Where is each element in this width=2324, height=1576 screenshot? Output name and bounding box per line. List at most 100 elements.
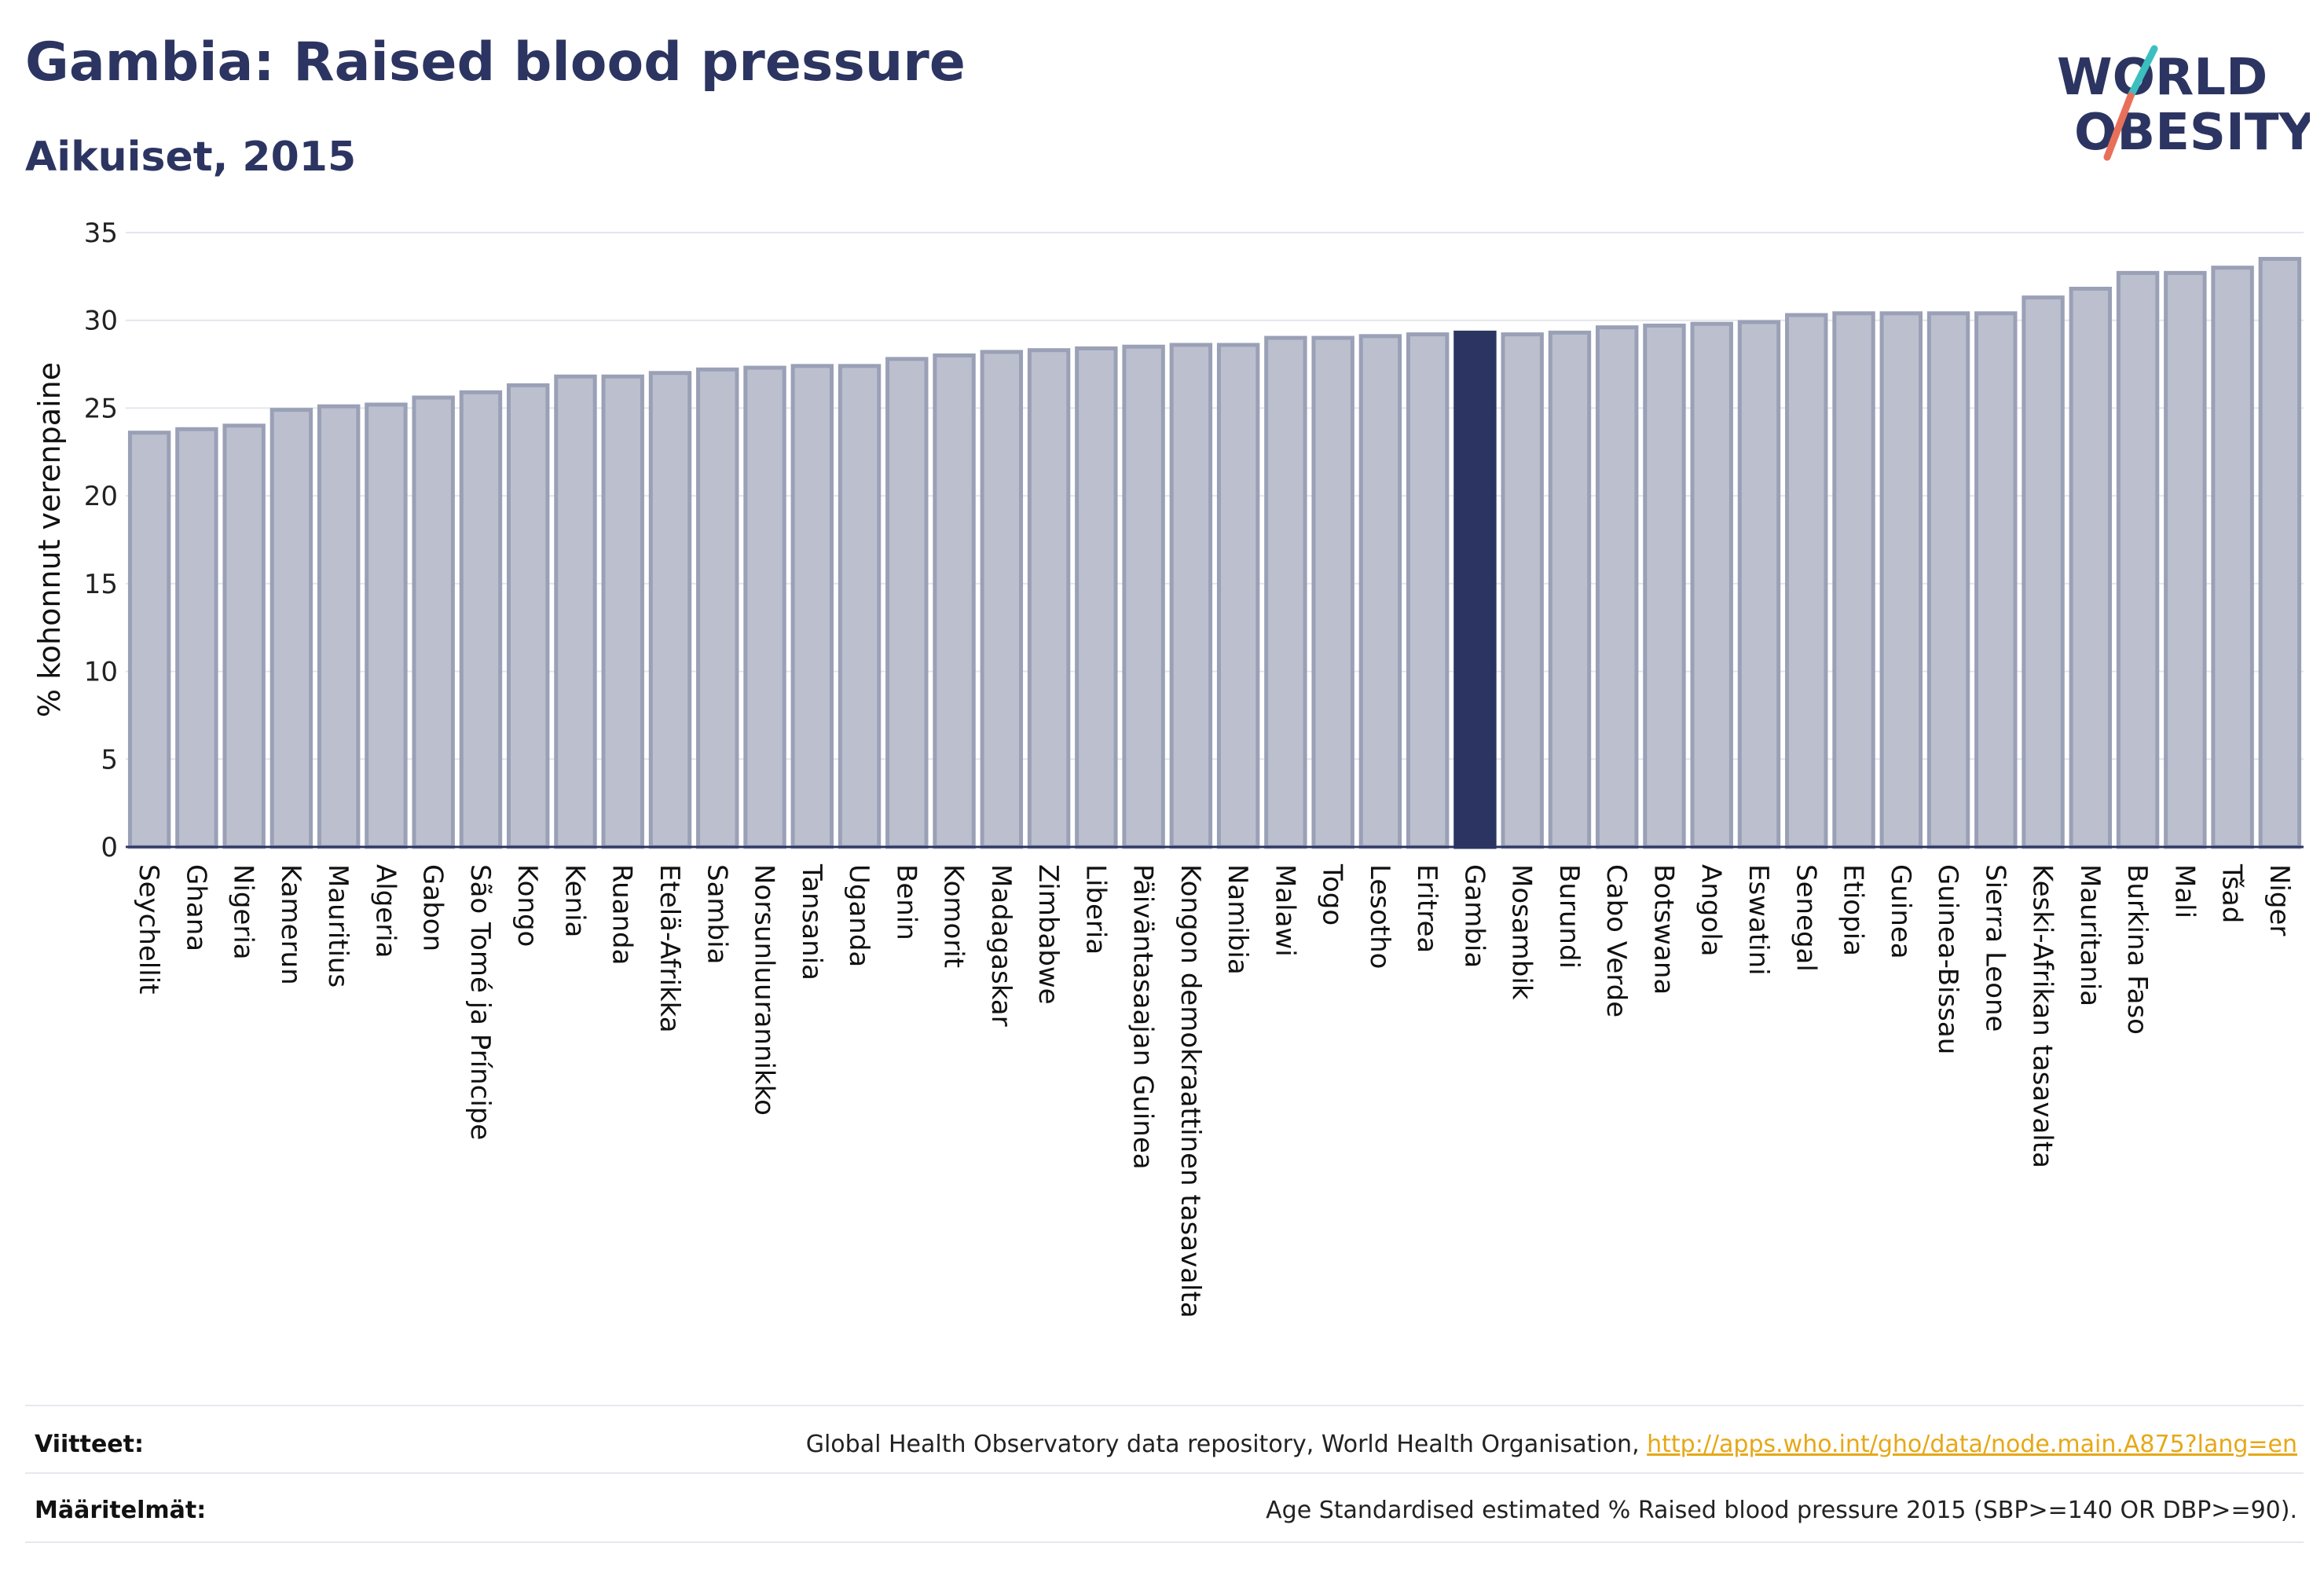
x-tick-label: Madagaskar — [985, 864, 1017, 1027]
x-tick-label: Burundi — [1553, 864, 1585, 969]
bar — [1548, 330, 1592, 849]
x-tick-label: Togo — [1317, 863, 1348, 925]
x-axis-labels: Seychellit Ghana Nigeria Kamerun Mauritius Al… — [133, 863, 2295, 1318]
page-title: Gambia: Raised blood pressure — [25, 31, 966, 93]
bar — [175, 427, 218, 849]
references-link[interactable]: http://apps.who.int/gho/data/node.main.A… — [1647, 1430, 2297, 1458]
x-tick-label: Komorit — [938, 864, 970, 968]
definitions-label: Määritelmät: — [35, 1496, 207, 1524]
y-axis-ticks: 0 5 10 15 20 25 30 35 — [84, 218, 118, 863]
bar — [1264, 335, 1307, 849]
x-tick-label: Tansania — [796, 863, 827, 980]
bar — [1027, 348, 1071, 849]
bar — [1358, 334, 1402, 849]
x-tick-label: Algeria — [369, 864, 401, 958]
logo-slash-top — [2127, 45, 2158, 100]
x-tick-label: Kongo — [511, 864, 543, 947]
references-value: Global Health Observatory data repositor… — [806, 1431, 2297, 1458]
bar — [1785, 313, 1828, 849]
bar — [269, 408, 313, 849]
y-tick-label: 15 — [84, 569, 118, 600]
y-tick-label: 20 — [84, 481, 118, 512]
bar — [885, 357, 929, 849]
x-tick-label: Gabon — [417, 864, 449, 951]
bar — [790, 364, 834, 849]
x-tick-label: Gambia — [1458, 864, 1490, 968]
bar — [365, 402, 408, 849]
bar — [2258, 257, 2302, 849]
footer-divider-top — [25, 1405, 2304, 1406]
x-tick-label: Liberia — [1080, 864, 1111, 955]
logo-slash-bottom — [2103, 92, 2135, 161]
bar — [838, 364, 882, 849]
bar — [1737, 320, 1781, 849]
footer-definitions-row: Määritelmät: Age Standardised estimated … — [35, 1483, 2297, 1537]
x-tick-label: Sambia — [701, 864, 732, 964]
bar — [2022, 295, 2065, 849]
x-tick-label: Angola — [1695, 864, 1727, 956]
y-tick-label: 5 — [101, 744, 118, 775]
logo-line1: WORLD — [2057, 49, 2267, 107]
x-tick-label: Päiväntasaajan Guinea — [1127, 864, 1159, 1170]
bar — [980, 350, 1024, 849]
x-tick-label: Tšad — [2216, 863, 2248, 923]
x-tick-label: Kenia — [559, 864, 590, 937]
bars — [126, 257, 2304, 849]
x-tick-label: São Tomé ja Príncipe — [464, 864, 496, 1140]
bar — [1075, 346, 1118, 849]
footer-divider-bottom — [25, 1541, 2304, 1543]
x-tick-label: Niger — [2264, 864, 2295, 936]
x-tick-label: Eritrea — [1411, 864, 1442, 953]
x-tick-label: Cabo Verde — [1600, 864, 1632, 1017]
x-tick-label: Guinea-Bissau — [1932, 864, 1963, 1054]
bar-chart: 0 5 10 15 20 25 30 35 Seychellit Ghana Nigeria Kam… — [32, 218, 2304, 1318]
x-tick-label: Kongon demokraattinen tasavalta — [1175, 864, 1206, 1318]
x-tick-label: Mosambik — [1506, 864, 1538, 1000]
bar — [127, 431, 171, 849]
y-tick-label: 25 — [84, 393, 118, 424]
bar — [1596, 325, 1639, 849]
x-tick-label: Uganda — [843, 864, 874, 967]
bar — [1122, 344, 1165, 849]
bar — [2069, 286, 2113, 849]
footer-divider-middle — [25, 1472, 2304, 1474]
bar — [1832, 311, 1875, 849]
x-tick-label: Etelä-Afrikka — [654, 864, 685, 1033]
bar — [2164, 270, 2207, 849]
x-tick-label: Keski-Afrikan tasavalta — [2027, 864, 2058, 1168]
x-tick-label: Nigeria — [228, 864, 259, 960]
x-tick-label: Norsunluurannikko — [749, 864, 780, 1116]
x-tick-label: Senegal — [1790, 864, 1821, 972]
y-tick-label: 30 — [84, 306, 118, 337]
x-tick-label: Ruanda — [607, 864, 638, 965]
x-tick-label: Mali — [2168, 864, 2200, 918]
x-tick-label: Sierra Leone — [1979, 864, 2011, 1032]
footer-references-row: Viitteet: Global Health Observatory data… — [35, 1420, 2297, 1468]
bar — [2211, 266, 2254, 849]
x-tick-label: Benin — [890, 864, 922, 940]
bar — [601, 374, 644, 849]
definitions-text: Age Standardised estimated % Raised bloo… — [1266, 1496, 2297, 1524]
bar — [933, 353, 976, 849]
x-tick-label: Mauritius — [322, 864, 354, 988]
bar — [1406, 332, 1450, 849]
bar — [743, 365, 786, 849]
x-tick-label: Malawi — [1269, 864, 1300, 957]
bar — [1311, 335, 1354, 849]
x-tick-label: Mauritania — [2074, 864, 2106, 1006]
bar — [507, 383, 550, 849]
bar — [1501, 332, 1544, 849]
page-subtitle: Aikuiset, 2015 — [25, 134, 357, 181]
x-tick-label: Burkina Faso — [2121, 864, 2153, 1035]
bar — [2116, 270, 2160, 849]
y-tick-label: 10 — [84, 657, 118, 688]
bar — [1926, 311, 1970, 849]
bar — [648, 371, 692, 849]
bar — [1879, 311, 1923, 849]
world-obesity-logo: WORLD OBESITY — [2057, 45, 2310, 162]
bar-highlight — [1453, 330, 1497, 849]
x-tick-label: Eswatini — [1743, 864, 1774, 976]
x-tick-label: Zimbabwe — [1032, 864, 1064, 1005]
bar — [696, 367, 739, 849]
x-tick-label: Ghana — [180, 864, 211, 951]
